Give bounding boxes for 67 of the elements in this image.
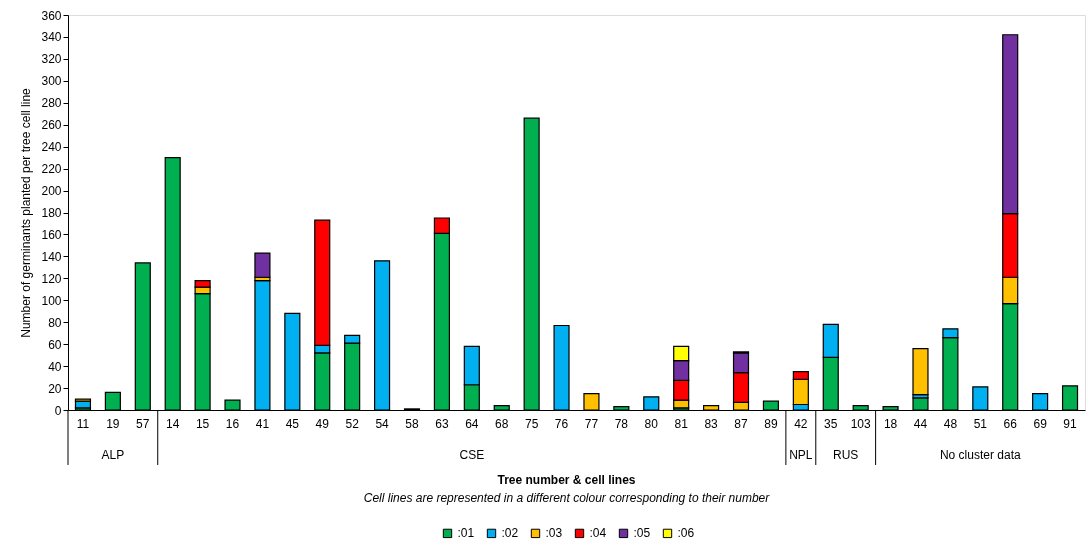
- x-tick-label: 78: [614, 416, 629, 431]
- x-tick-label: 89: [764, 416, 778, 431]
- x-tick-label: 64: [465, 416, 479, 431]
- x-tick-label: 58: [405, 416, 419, 431]
- x-tick-label: 48: [943, 416, 958, 431]
- x-tick-label: 42: [794, 416, 808, 431]
- y-tick-label: 60: [48, 337, 62, 352]
- x-tick-label: 49: [315, 416, 330, 431]
- x-tick-label: 14: [166, 416, 180, 431]
- text: CSE: [459, 448, 485, 462]
- y-tick-label: 240: [41, 140, 62, 155]
- x-tick-label: 35: [824, 416, 838, 431]
- x-tick-label: 51: [973, 416, 988, 431]
- x-tick-label: 91: [1063, 416, 1078, 431]
- x-tick-label: 75: [524, 416, 539, 431]
- legend-label: :06: [677, 526, 695, 541]
- legend-label: :05: [633, 526, 651, 541]
- text: ALP: [101, 448, 125, 462]
- text: No cluster data: [939, 448, 1021, 462]
- x-tick-label: 45: [285, 416, 300, 431]
- x-tick-label: 80: [644, 416, 659, 431]
- legend-label: :04: [589, 526, 607, 541]
- y-tick-label: 320: [41, 52, 62, 67]
- y-tick-label: 180: [41, 206, 62, 220]
- y-tick-label: 280: [41, 96, 62, 111]
- x-tick-label: 63: [435, 416, 449, 431]
- x-tick-label: 83: [704, 416, 719, 431]
- y-tick-label: 160: [41, 227, 62, 242]
- legend-label: :03: [545, 526, 563, 541]
- y-tick-label: 300: [41, 74, 62, 89]
- x-tick-label: 76: [554, 416, 569, 431]
- y-tick-label: 20: [48, 381, 62, 396]
- text: Cell lines are represented in a different colour corresponding to their number: [363, 491, 771, 505]
- y-tick-label: 140: [41, 249, 62, 264]
- legend-label: :01: [457, 526, 475, 541]
- x-tick-label: 16: [225, 416, 240, 431]
- y-tick-label: 120: [41, 271, 62, 286]
- x-tick-label: 66: [1003, 416, 1018, 431]
- y-axis-title: Number of germinants planted per tree cell line: [19, 87, 34, 338]
- y-tick-label: 220: [41, 162, 62, 177]
- y-tick-label: 40: [48, 359, 62, 374]
- legend-label: :02: [501, 526, 519, 541]
- y-tick-label: 80: [48, 315, 62, 330]
- x-tick-label: 54: [375, 416, 390, 431]
- x-tick-label: 15: [195, 416, 210, 431]
- x-axis-title: Tree number & cell lines: [497, 473, 636, 487]
- x-tick-label: 77: [584, 416, 599, 431]
- x-tick-label: 41: [255, 416, 270, 431]
- x-tick-label: 11: [76, 416, 90, 431]
- y-tick-label: 260: [41, 118, 62, 133]
- y-tick-label: 0: [54, 403, 62, 418]
- y-tick-label: 200: [41, 184, 62, 199]
- y-tick-label: 360: [41, 8, 62, 23]
- x-tick-label: 69: [1033, 416, 1048, 431]
- x-tick-label: 19: [106, 416, 120, 431]
- x-tick-label: 81: [674, 416, 689, 431]
- x-tick-label: 103: [850, 416, 871, 431]
- x-tick-label: 44: [913, 416, 928, 431]
- x-tick-label: 68: [495, 416, 509, 431]
- x-tick-label: 87: [734, 416, 749, 431]
- y-tick-label: 340: [41, 30, 62, 45]
- x-tick-label: 52: [345, 416, 360, 431]
- y-tick-label: 100: [41, 293, 62, 308]
- x-tick-label: 57: [136, 416, 150, 431]
- x-tick-label: 18: [883, 416, 898, 431]
- text: RUS: [833, 448, 859, 462]
- text: NPL: [789, 448, 813, 462]
